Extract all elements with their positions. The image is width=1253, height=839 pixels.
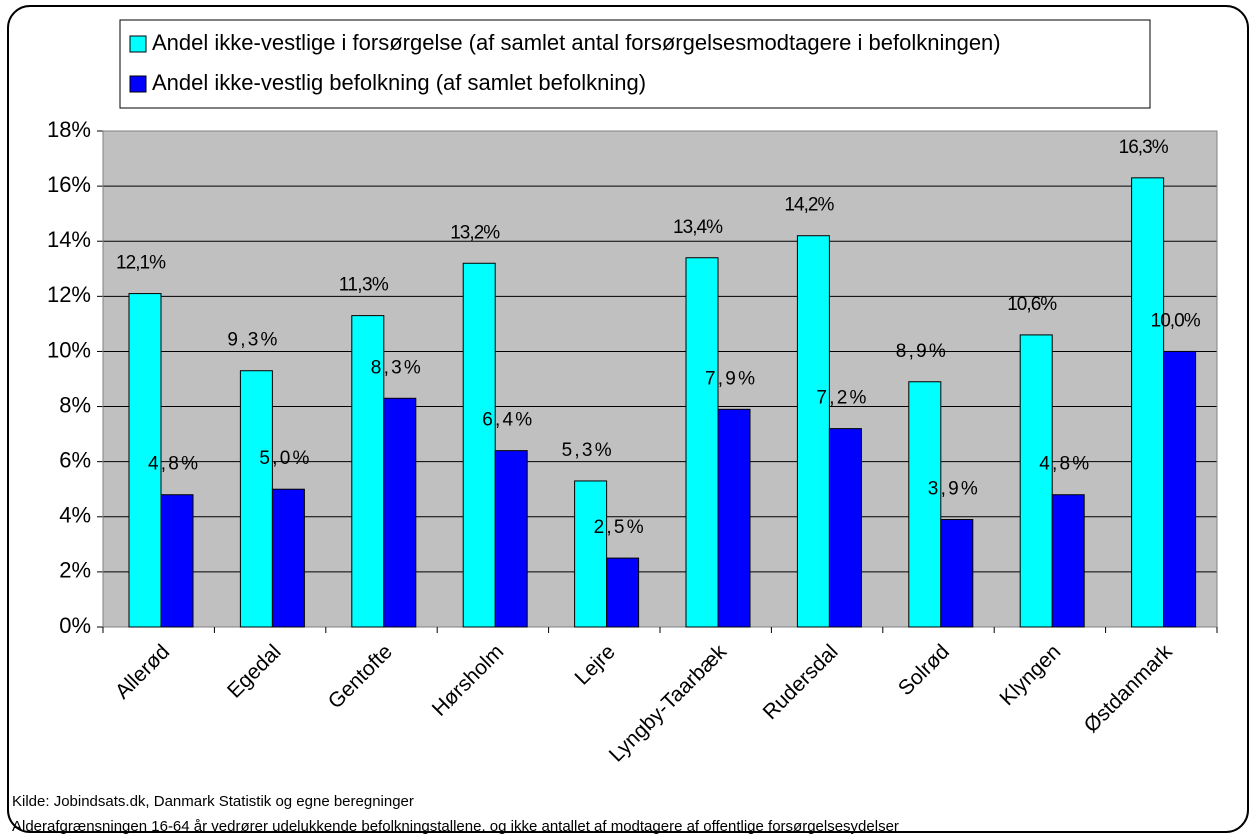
bar <box>494 450 528 628</box>
bar <box>828 428 862 628</box>
bar <box>462 262 496 628</box>
legend-swatch <box>129 75 147 93</box>
y-tick-label: 10% <box>47 337 91 362</box>
value-label: 10,6% <box>1007 294 1057 315</box>
y-tick-label: 2% <box>59 558 91 583</box>
legend-label: Andel ikke-vestlig befolkning (af samlet… <box>152 70 646 95</box>
value-label: 6,4% <box>482 410 532 431</box>
bar <box>574 480 608 628</box>
y-tick-label: 8% <box>59 392 91 417</box>
value-label: 8,9% <box>896 341 946 362</box>
footnote: Alderafgrænsningen 16-64 år vedrører ude… <box>12 818 899 835</box>
y-tick-label: 14% <box>47 227 91 252</box>
bar <box>908 381 942 628</box>
y-tick-label: 0% <box>59 613 91 638</box>
value-label: 13,4% <box>673 217 723 238</box>
bar <box>351 315 385 628</box>
bar <box>1019 334 1053 628</box>
bar <box>1131 177 1165 628</box>
bar <box>606 557 640 628</box>
value-label: 5,0% <box>259 448 309 469</box>
value-label: 4,8% <box>148 454 198 475</box>
bar <box>685 257 719 628</box>
bar <box>1163 350 1197 628</box>
y-tick-label: 6% <box>59 447 91 472</box>
value-label: 13,2% <box>450 222 500 243</box>
value-label: 5,3% <box>562 440 612 461</box>
value-label: 2,5% <box>594 517 644 538</box>
bar <box>128 293 162 628</box>
y-tick-label: 18% <box>47 117 91 142</box>
y-tick-label: 4% <box>59 503 91 528</box>
value-label: 14,2% <box>784 195 834 216</box>
bar <box>717 408 751 628</box>
value-label: 3,9% <box>928 479 978 500</box>
value-label: 10,0% <box>1151 310 1201 331</box>
value-label: 7,2% <box>816 388 866 409</box>
y-tick-label: 12% <box>47 282 91 307</box>
footnote: Kilde: Jobindsats.dk, Danmark Statistik … <box>12 793 414 810</box>
value-label: 11,3% <box>339 275 389 296</box>
bar <box>160 494 194 628</box>
bar <box>796 235 830 628</box>
bar <box>271 488 305 628</box>
bar <box>383 397 417 628</box>
value-label: 8,3% <box>371 357 421 378</box>
bar <box>1051 494 1085 628</box>
value-label: 7,9% <box>705 368 755 389</box>
value-label: 4,8% <box>1039 454 1089 475</box>
value-label: 9,3% <box>227 330 277 351</box>
legend-label: Andel ikke-vestlige i forsørgelse (af sa… <box>152 30 1001 55</box>
legend-swatch <box>129 35 147 53</box>
y-tick-label: 16% <box>47 172 91 197</box>
bar <box>239 370 273 628</box>
legend-box <box>119 19 1151 109</box>
bar <box>940 519 974 628</box>
value-label: 12,1% <box>116 253 166 274</box>
value-label: 16,3% <box>1119 137 1169 158</box>
